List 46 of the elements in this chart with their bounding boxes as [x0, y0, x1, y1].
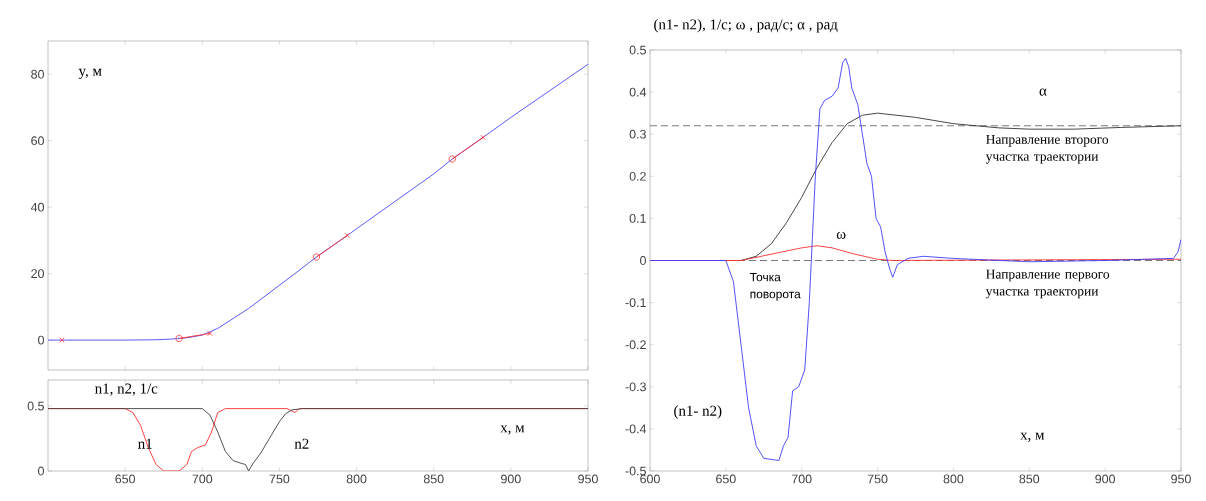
- y-tick-label: 20: [31, 269, 44, 279]
- x-tick-label: 900: [501, 474, 521, 484]
- x-axis-title: x, м: [1020, 432, 1045, 442]
- y-tick-label: 0: [640, 256, 646, 265]
- annotation: Точка поворота: [749, 273, 801, 301]
- annotation: n1: [138, 438, 152, 449]
- x-tick-label: 750: [269, 474, 290, 484]
- annotation: (n1- n2): [674, 405, 722, 419]
- x-axis-title: x, м: [500, 425, 525, 435]
- y-tick-label: 80: [31, 69, 44, 79]
- y-tick-label: 0.1: [629, 214, 646, 223]
- x-tick-label: 650: [115, 474, 136, 484]
- y-axis-title: y, м: [78, 68, 102, 79]
- y-tick-label: 40: [30, 202, 44, 212]
- x-tick-label: 600: [640, 474, 660, 484]
- y-axis-title: n1, n2, 1/с: [95, 383, 158, 396]
- x-tick-label: 900: [1095, 474, 1116, 484]
- x-tick-label: 850: [423, 474, 444, 484]
- ref-line-label: Направление второго участка траектории: [985, 134, 1109, 164]
- x-tick-label: 700: [791, 474, 812, 484]
- x-tick-label: 750: [867, 474, 888, 484]
- y-tick-label: 0.5: [27, 401, 44, 411]
- x-tick-label: 950: [1171, 474, 1191, 484]
- x-tick-label: 800: [346, 474, 367, 484]
- y-tick-label: 0.5: [629, 45, 646, 55]
- ref-line-label: Направление первого участка траектории: [985, 269, 1110, 299]
- y-tick-label: 0.3: [629, 129, 646, 139]
- x-tick-label: 950: [578, 474, 598, 484]
- y-tick-label: -0.1: [625, 298, 646, 308]
- y-tick-label: 0: [38, 335, 44, 345]
- x-tick-label: 650: [716, 474, 736, 484]
- y-tick-label: -0.5: [625, 466, 646, 476]
- annotation: α: [1039, 88, 1047, 96]
- y-tick-label: -0.2: [625, 340, 646, 350]
- y-axis-title: (n1- n2), 1/с; ω , рад/с; α , рад: [654, 18, 838, 33]
- y-tick-label: -0.4: [625, 424, 647, 434]
- annotation: n2: [294, 438, 309, 449]
- annotation: ω: [836, 231, 846, 239]
- y-tick-label: 0.2: [629, 171, 646, 181]
- y-tick-label: -0.3: [625, 382, 646, 392]
- x-tick-label: 850: [1019, 474, 1040, 484]
- y-tick-label: 60: [31, 136, 44, 146]
- y-tick-label: 0: [38, 466, 44, 476]
- y-tick-label: 0.4: [629, 87, 647, 97]
- x-tick-label: 700: [192, 474, 213, 484]
- x-tick-label: 800: [943, 474, 964, 484]
